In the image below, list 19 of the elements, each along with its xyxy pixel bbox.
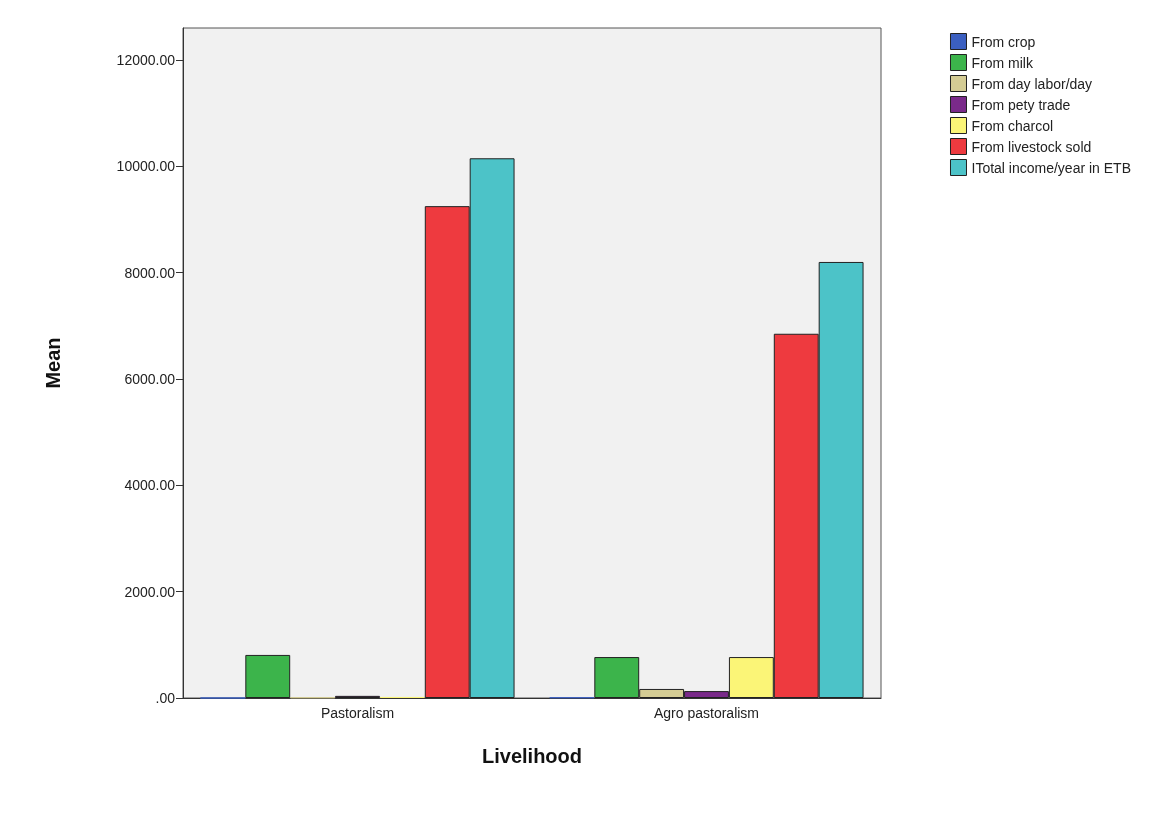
bar bbox=[245, 654, 291, 698]
y-tick-label: 8000.00 bbox=[124, 264, 176, 281]
legend-label: From day labor/day bbox=[971, 75, 1093, 92]
y-tick-label: 12000.00 bbox=[116, 51, 176, 68]
legend-label: From pety trade bbox=[971, 96, 1071, 113]
y-tick-label: 10000.00 bbox=[116, 158, 176, 175]
y-tick-label: 6000.00 bbox=[124, 370, 176, 387]
legend-label: ITotal income/year in ETB bbox=[971, 159, 1132, 176]
y-tick-label: .00 bbox=[155, 690, 176, 706]
legend-label: From livestock sold bbox=[971, 138, 1092, 155]
y-tick-label: 2000.00 bbox=[124, 583, 176, 600]
y-axis-title: Mean bbox=[42, 337, 64, 389]
x-tick-label: Agro pastoralism bbox=[653, 705, 760, 721]
legend-label: From charcol bbox=[971, 117, 1054, 134]
legend-label: From milk bbox=[971, 54, 1034, 71]
legend-label: From crop bbox=[971, 33, 1036, 50]
y-tick-label: 4000.00 bbox=[124, 477, 176, 494]
x-axis-title: Livelihood bbox=[482, 745, 582, 767]
x-tick-label: Pastoralism bbox=[320, 705, 395, 721]
